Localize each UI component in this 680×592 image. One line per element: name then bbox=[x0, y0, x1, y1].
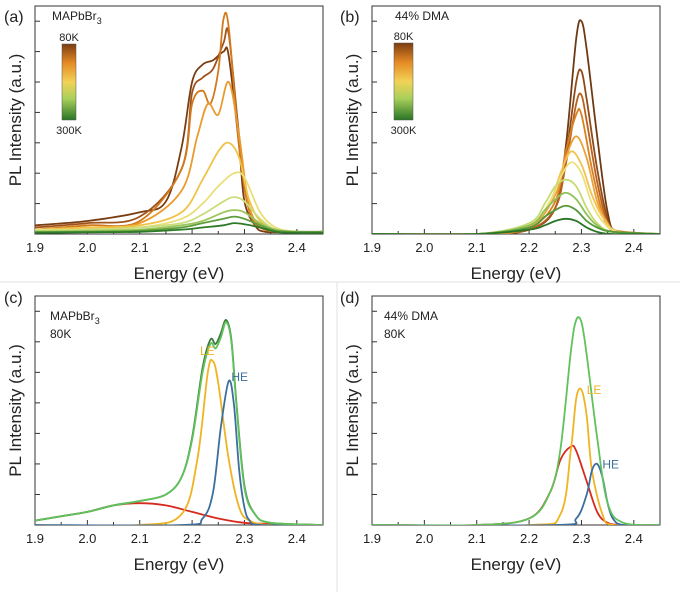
panel-a: 1.9 2.0 2.1 2.2 2.3 2.4 Energy (eV) PL Intensit… bbox=[4, 5, 324, 283]
annotation-he: HE bbox=[602, 457, 619, 471]
x-tick-label: 2.1 bbox=[468, 240, 486, 255]
x-tick-label: 2.4 bbox=[288, 531, 306, 546]
x-tick-label: 2.3 bbox=[235, 240, 253, 255]
sample-label: MAPbBr3 bbox=[52, 9, 102, 26]
x-tick-label: 2.4 bbox=[288, 240, 306, 255]
x-tick-label: 2.3 bbox=[572, 240, 590, 255]
x-tick-label: 2.0 bbox=[78, 531, 96, 546]
x-tick-label: 2.4 bbox=[625, 531, 643, 546]
colorbar-bottom-label: 300K bbox=[391, 125, 417, 137]
series-line-8 bbox=[372, 191, 660, 234]
plot-frame bbox=[34, 5, 324, 235]
series-line-4 bbox=[372, 135, 660, 234]
x-tick-label: 2.1 bbox=[131, 531, 149, 546]
x-tick-label: 2.4 bbox=[625, 240, 643, 255]
series-line-7 bbox=[35, 209, 323, 233]
panel-c: 1.9 2.0 2.1 2.2 2.3 2.4 Energy (eV) PL Intensit… bbox=[4, 290, 324, 574]
y-axis-label: PL Intensity (a.u.) bbox=[6, 54, 25, 187]
annotation-he: HE bbox=[231, 370, 248, 384]
panel-label: (d) bbox=[340, 290, 360, 307]
sample-name: MAPbBr bbox=[52, 9, 97, 23]
sample-name: 44% DMA bbox=[384, 309, 438, 323]
y-axis-label: PL Intensity (a.u.) bbox=[343, 344, 362, 477]
panel-label: (a) bbox=[4, 9, 24, 26]
x-axis-label: Energy (eV) bbox=[471, 555, 562, 574]
annotation-le: LE bbox=[587, 383, 602, 397]
x-tick-label: 2.2 bbox=[520, 531, 538, 546]
series-line-0 bbox=[35, 46, 323, 234]
series-line-2 bbox=[35, 379, 323, 525]
x-tick-label: 2.2 bbox=[520, 240, 538, 255]
x-tick-label: 1.9 bbox=[363, 531, 381, 546]
sample-temperature: 80K bbox=[50, 327, 71, 341]
x-axis-label: Energy (eV) bbox=[471, 264, 562, 283]
colorbar bbox=[393, 42, 414, 121]
sample-name: 44% DMA bbox=[395, 9, 449, 23]
series-line-2 bbox=[372, 462, 660, 525]
plot-frame bbox=[371, 295, 661, 526]
sample-subscript: 3 bbox=[95, 316, 100, 326]
plot-frame bbox=[371, 5, 661, 235]
series-line-9 bbox=[35, 222, 323, 234]
x-tick-label: 2.3 bbox=[235, 531, 253, 546]
x-tick-label: 2.2 bbox=[183, 240, 201, 255]
sample-label: 44% DMA bbox=[395, 9, 449, 23]
sample-label: MAPbBr3 bbox=[50, 309, 100, 326]
series-line-10 bbox=[372, 217, 660, 234]
x-tick-label: 2.0 bbox=[78, 240, 96, 255]
x-tick-label: 2.0 bbox=[415, 531, 433, 546]
series-line-8 bbox=[35, 215, 323, 233]
y-axis-label: PL Intensity (a.u.) bbox=[6, 344, 25, 477]
x-tick-label: 1.9 bbox=[26, 531, 44, 546]
series-line-1 bbox=[372, 68, 660, 234]
series-line-3 bbox=[372, 316, 660, 525]
colorbar-top-label: 80K bbox=[394, 31, 414, 43]
annotation-le: LE bbox=[200, 344, 215, 358]
x-tick-label: 2.1 bbox=[131, 240, 149, 255]
x-tick-label: 1.9 bbox=[363, 240, 381, 255]
series-line-1 bbox=[35, 358, 323, 525]
panel-label: (c) bbox=[4, 290, 23, 307]
sample-subscript: 3 bbox=[97, 16, 102, 26]
y-axis-label: PL Intensity (a.u.) bbox=[343, 54, 362, 187]
series-line-5 bbox=[372, 150, 660, 234]
series-line-3 bbox=[35, 319, 323, 525]
x-tick-label: 2.2 bbox=[183, 531, 201, 546]
series-line-2 bbox=[35, 11, 323, 233]
sample-name: MAPbBr bbox=[50, 309, 95, 323]
plot-frame bbox=[34, 295, 324, 526]
panel-b: 1.9 2.0 2.1 2.2 2.3 2.4 Energy (eV) PL Intensit… bbox=[340, 5, 661, 283]
series-line-2 bbox=[372, 92, 660, 234]
x-tick-label: 2.0 bbox=[415, 240, 433, 255]
series-line-7 bbox=[372, 178, 660, 234]
x-tick-label: 2.1 bbox=[468, 531, 486, 546]
colorbar-bottom-label: 300K bbox=[56, 125, 82, 137]
colorbar-top-label: 80K bbox=[59, 32, 79, 44]
x-tick-label: 1.9 bbox=[26, 240, 44, 255]
x-tick-label: 2.3 bbox=[572, 531, 590, 546]
x-axis-label: Energy (eV) bbox=[134, 264, 225, 283]
colorbar bbox=[61, 43, 77, 121]
panel-d: 1.9 2.0 2.1 2.2 2.3 2.4 Energy (eV) PL Intensit… bbox=[340, 290, 661, 574]
x-axis-label: Energy (eV) bbox=[134, 555, 225, 574]
series-line-4 bbox=[35, 321, 323, 525]
sample-label: 44% DMA bbox=[384, 309, 438, 323]
panel-label: (b) bbox=[340, 9, 360, 26]
series-line-6 bbox=[372, 161, 660, 234]
sample-temperature: 80K bbox=[384, 327, 405, 341]
